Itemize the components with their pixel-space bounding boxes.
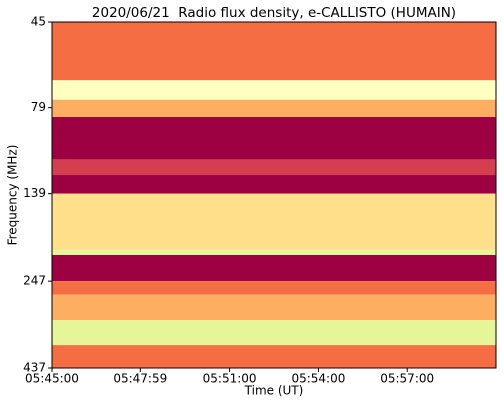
heatmap-band (52, 281, 496, 295)
y-tick-label: 45 (31, 15, 46, 29)
x-axis-label: Time (UT) (244, 384, 304, 398)
heatmap-band (52, 255, 496, 282)
x-tick-label: 05:54:00 (291, 372, 345, 386)
heatmap-band (52, 249, 496, 256)
x-tick-label: 05:47:59 (113, 372, 167, 386)
chart-title: 2020/06/21 Radio flux density, e-CALLIST… (92, 5, 456, 21)
heatmap-band (52, 294, 496, 321)
y-tick-label: 139 (23, 186, 46, 200)
heatmap-band (52, 159, 496, 176)
plot-frame (51, 21, 497, 369)
y-axis-label: Frequency (MHz) (6, 145, 20, 246)
heatmap-band (52, 22, 496, 81)
heatmap-band (52, 175, 496, 194)
heatmap-band (52, 320, 496, 346)
heatmap-band (52, 193, 496, 250)
x-tick-label: 05:45:00 (25, 372, 79, 386)
heatmap-band (52, 116, 496, 160)
x-tick-label: 05:57:00 (380, 372, 434, 386)
y-tick-label: 437 (23, 361, 46, 375)
y-tick-label: 247 (23, 274, 46, 288)
x-tick-label: 05:51:00 (203, 372, 257, 386)
y-tick-label: 79 (31, 100, 46, 114)
heatmap-band (52, 99, 496, 117)
heatmap-band (52, 345, 496, 368)
heatmap-band (52, 80, 496, 100)
